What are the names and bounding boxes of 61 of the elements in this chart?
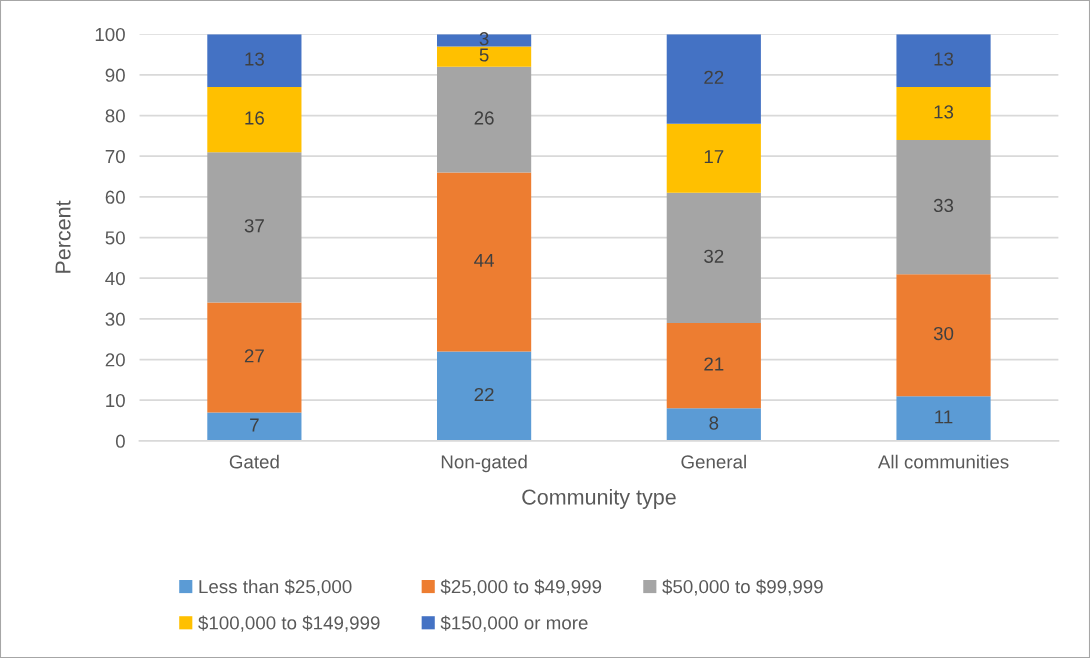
y-tick-label: 30 [105,312,125,326]
bar [207,412,302,441]
bar [896,274,991,397]
bar [207,87,302,153]
data-label: 30 [933,326,954,341]
y-tick-label: 50 [105,231,125,245]
y-tick-label: 100 [95,27,125,42]
y-tick-label: 40 [105,271,125,286]
bar [896,34,991,88]
bar [666,192,761,323]
data-label: 26 [474,111,494,125]
data-label: 8 [709,416,719,430]
data-label: 22 [704,70,724,84]
y-tick-label: 0 [115,434,125,448]
data-label: 5 [479,48,489,62]
bar [437,351,532,441]
data-label: 37 [244,219,264,233]
y-tick-label: 80 [105,109,125,123]
y-tick-label: 20 [105,353,125,367]
x-tick-label: Gated [229,454,279,469]
y-tick-label: 70 [105,149,125,164]
x-tick-label: Non-gated [441,454,527,473]
data-label: 21 [704,357,724,371]
legend-label: Less than $25,000 [199,579,352,596]
data-label: 7 [250,418,259,432]
bar [437,66,532,173]
data-label: 13 [245,52,264,66]
bar [437,172,532,352]
y-tick-label: 10 [106,393,125,408]
data-label: 13 [934,52,954,66]
bar [896,396,991,441]
legend-label: $50,000 to $99,999 [662,579,823,596]
data-label: 32 [704,249,724,263]
x-axis-title: Community type [522,488,676,509]
data-label: 22 [474,387,494,401]
bar [666,123,761,193]
legend-label: $25,000 to $49,999 [440,579,602,596]
y-tick-label: 90 [105,68,125,82]
data-label: 27 [244,349,264,363]
data-label: 17 [704,150,724,164]
bar [666,408,761,441]
x-tick-label: All communities [877,454,1009,469]
bar [437,46,532,67]
data-label: 13 [934,105,954,119]
bar [207,34,302,88]
bar [207,152,302,303]
data-label: 3 [479,32,489,46]
bar [666,322,761,409]
y-tick-label: 60 [105,190,125,204]
legend-label: $150,000 or more [440,615,588,632]
bar [896,139,991,275]
data-label: 33 [933,198,954,213]
bar [666,34,761,124]
data-label: 16 [245,111,264,125]
x-tick-label: General [681,454,746,469]
y-axis-title: Percent [55,200,71,273]
bar [207,302,302,413]
legend-label: $100,000 to $149,999 [198,615,380,632]
data-label: 11 [935,410,953,424]
data-label: 44 [474,253,494,267]
bar [896,87,991,140]
